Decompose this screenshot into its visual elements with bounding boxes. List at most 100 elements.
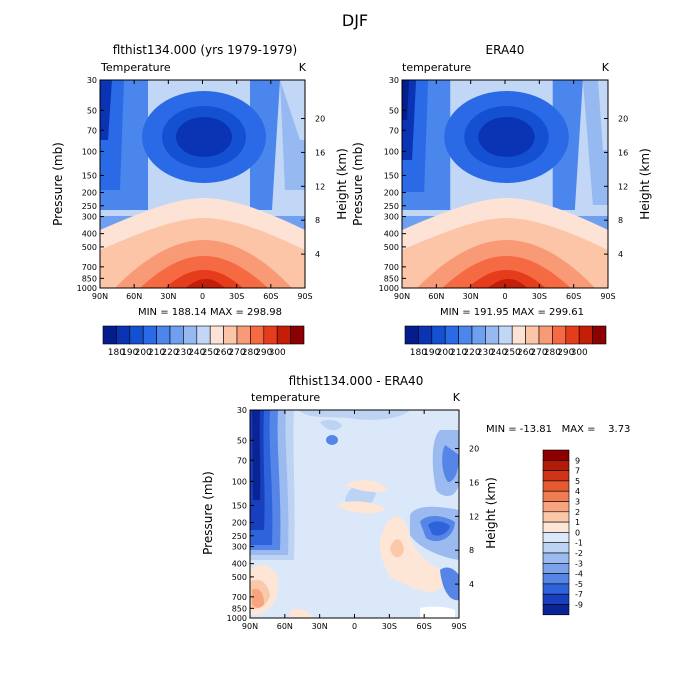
colorbar-cell: [129, 325, 144, 345]
x-tick-label: 90S: [297, 292, 312, 301]
contour-plot: [402, 80, 608, 288]
height-tick-label: 8: [469, 546, 474, 555]
colorbar-cell: [542, 604, 570, 616]
min-max-text: MIN = 191.95 MAX = 299.61: [440, 307, 584, 318]
colorbar-cell: [542, 552, 570, 564]
colorbar-label: 190: [423, 348, 440, 358]
colorbar-cell: [196, 325, 211, 345]
colorbar-label: 270: [228, 348, 245, 358]
colorbar-label: -3: [575, 559, 583, 568]
colorbar-label: 3: [575, 498, 580, 507]
colorbar-label: -9: [575, 601, 583, 610]
y-tick-label: 1000: [379, 284, 399, 293]
right-axis-label: Height (km): [638, 148, 652, 219]
colorbar-label: 280: [544, 348, 561, 358]
y-tick-label: 400: [82, 230, 97, 239]
x-tick-label: 0: [352, 622, 357, 631]
colorbar-cell: [542, 573, 570, 585]
height-tick-label: 4: [469, 580, 474, 589]
colorbar-label: 7: [575, 467, 580, 476]
colorbar-cell: [276, 325, 291, 345]
colorbar-label: 240: [188, 348, 205, 358]
height-tick-label: 16: [469, 478, 479, 487]
colorbar-cell: [458, 325, 473, 345]
colorbar-cell: [183, 325, 198, 345]
colorbar-cell: [102, 325, 117, 345]
x-tick-label: 0: [502, 292, 507, 301]
min-max-text: MIN = -13.81 MAX = 3.73: [486, 424, 630, 435]
colorbar-cell: [444, 325, 459, 345]
height-tick-label: 8: [315, 216, 320, 225]
y-tick-label: 50: [87, 106, 97, 115]
y-tick-label: 850: [384, 274, 399, 283]
height-tick-label: 20: [469, 445, 479, 454]
y-tick-label: 700: [232, 593, 247, 602]
height-tick-label: 20: [618, 115, 628, 124]
colorbar-cell: [263, 325, 278, 345]
y-tick-label: 850: [232, 604, 247, 613]
colorbar-label: 210: [148, 348, 165, 358]
colorbar-cell: [250, 325, 265, 345]
colorbar-cell: [498, 325, 513, 345]
height-tick-label: 8: [618, 216, 623, 225]
contour-plot: [250, 410, 459, 618]
colorbar-label: 230: [175, 348, 192, 358]
colorbar-cell: [542, 542, 570, 554]
x-tick-label: 90N: [92, 292, 108, 301]
colorbar-label: 260: [215, 348, 232, 358]
x-tick-label: 60S: [263, 292, 278, 301]
y-tick-label: 200: [384, 189, 399, 198]
colorbar-label: 300: [571, 348, 588, 358]
units-label: K: [299, 61, 307, 74]
y-tick-label: 250: [232, 532, 247, 541]
x-tick-label: 60N: [277, 622, 293, 631]
colorbar-cell: [290, 325, 305, 345]
x-tick-label: 60S: [566, 292, 581, 301]
y-tick-label: 300: [82, 213, 97, 222]
colorbar-cell: [156, 325, 171, 345]
variable-label: temperature: [402, 61, 471, 74]
y-tick-label: 250: [82, 202, 97, 211]
colorbar-cell: [485, 325, 500, 345]
panel-title: flthist134.000 (yrs 1979-1979): [113, 43, 297, 57]
colorbar-label: 1: [575, 518, 580, 527]
contour-plot: [100, 80, 305, 288]
height-tick-label: 16: [618, 148, 628, 157]
colorbar-label: 280: [242, 348, 259, 358]
colorbar-cell: [404, 325, 419, 345]
colorbar-cell: [578, 325, 593, 345]
colorbar-label: 260: [517, 348, 534, 358]
units-label: K: [602, 61, 610, 74]
colorbar-label: -7: [575, 590, 583, 599]
colorbar-label: 250: [504, 348, 521, 358]
colorbar-label: 200: [135, 348, 152, 358]
y-tick-label: 150: [232, 501, 247, 510]
colorbar-label: 300: [269, 348, 286, 358]
min-max-text: MIN = 188.14 MAX = 298.98: [138, 307, 282, 318]
height-tick-label: 4: [618, 250, 623, 259]
colorbar-cell: [542, 449, 570, 461]
y-tick-label: 700: [82, 263, 97, 272]
y-tick-label: 100: [82, 147, 97, 156]
colorbar-cell: [542, 521, 570, 533]
y-tick-label: 1000: [227, 614, 247, 623]
x-tick-label: 30N: [160, 292, 176, 301]
figure-title: DJF: [342, 11, 368, 30]
y-tick-label: 400: [232, 560, 247, 569]
x-tick-label: 90S: [600, 292, 615, 301]
y-axis-label: Pressure (mb): [201, 471, 215, 555]
height-tick-label: 12: [469, 512, 479, 521]
x-tick-label: 30N: [463, 292, 479, 301]
units-label: K: [453, 391, 461, 404]
x-tick-label: 30N: [312, 622, 328, 631]
colorbar-label: 9: [575, 456, 580, 465]
colorbar-cell: [542, 459, 570, 471]
colorbar-label: 290: [255, 348, 272, 358]
colorbar-label: 2: [575, 508, 580, 517]
y-tick-label: 70: [389, 126, 399, 135]
y-tick-label: 500: [82, 243, 97, 252]
y-tick-label: 700: [384, 263, 399, 272]
colorbar-cell: [142, 325, 157, 345]
